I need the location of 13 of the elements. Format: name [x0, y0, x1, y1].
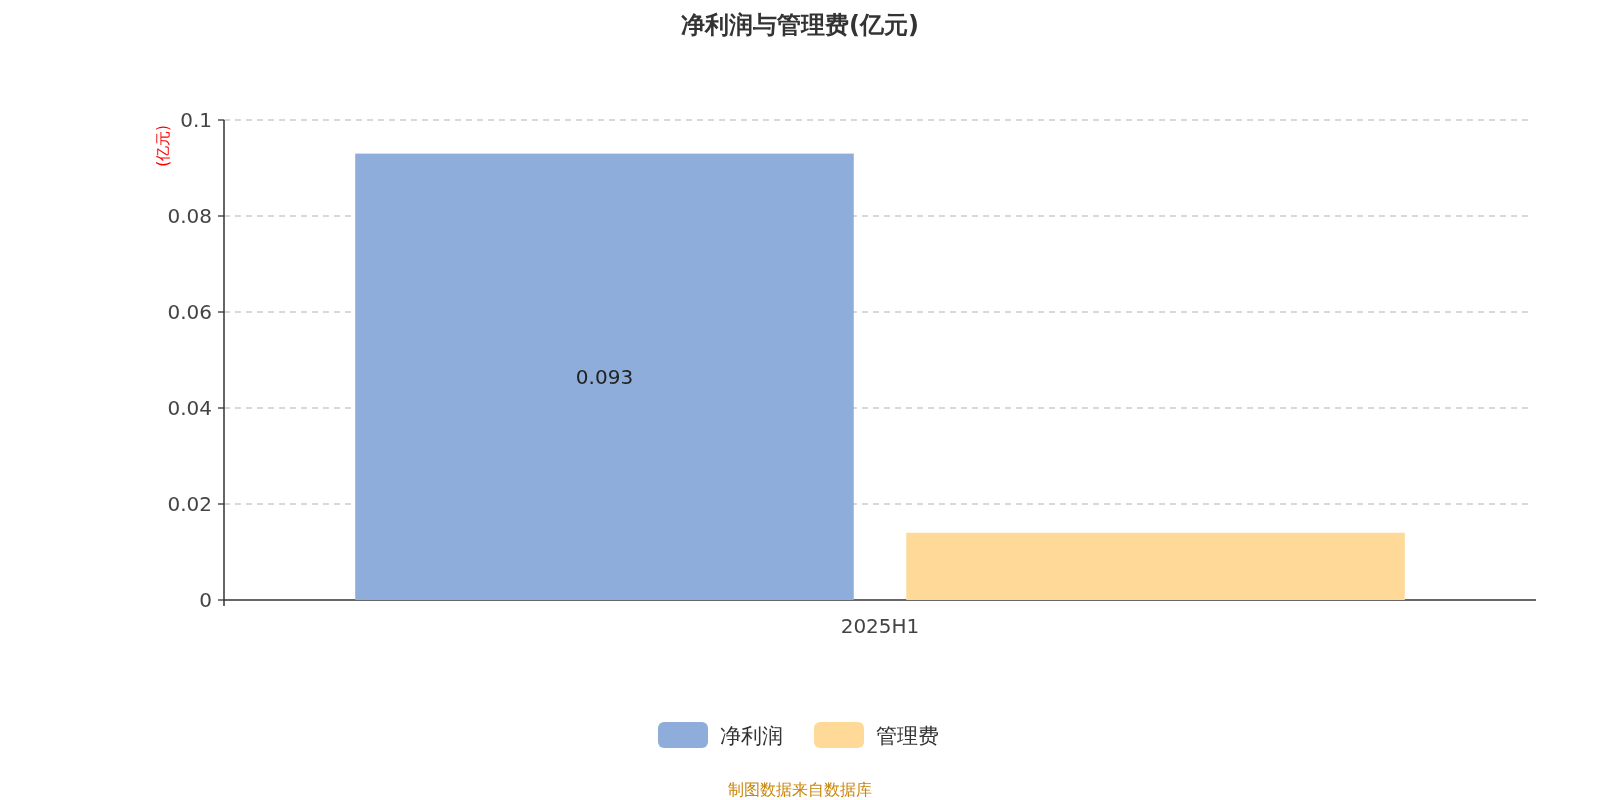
y-axis-title: (亿元) — [154, 125, 172, 167]
y-tick-label: 0.1 — [180, 108, 212, 132]
y-tick-label: 0.08 — [167, 204, 212, 228]
y-tick-label: 0 — [199, 588, 212, 612]
legend-label: 管理费 — [876, 724, 939, 748]
y-tick-label: 0.02 — [167, 492, 212, 516]
legend-label: 净利润 — [720, 724, 783, 748]
x-tick-label: 2025H1 — [840, 614, 920, 638]
chart-title: 净利润与管理费(亿元) — [681, 11, 919, 39]
data-label: 0.093 — [575, 364, 634, 389]
text: 制图数据来自数据库 — [728, 780, 872, 799]
y-tick-label: 0.04 — [167, 396, 212, 420]
y-tick-label: 0.06 — [167, 300, 212, 324]
